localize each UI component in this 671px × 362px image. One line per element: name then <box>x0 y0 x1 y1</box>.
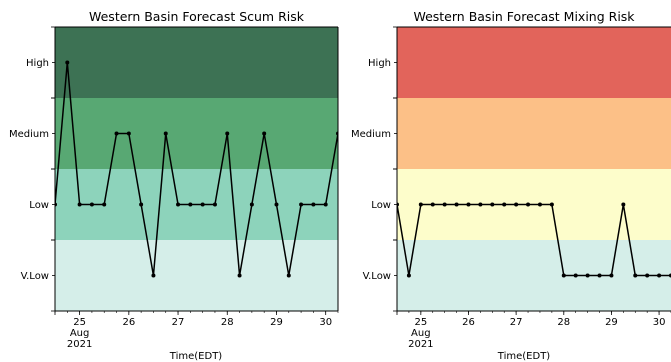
x-tick-label: 26 <box>122 317 135 328</box>
x-tick-label: Aug <box>70 328 90 339</box>
data-point <box>77 202 82 207</box>
x-tick-label: 30 <box>653 317 666 328</box>
data-point <box>537 202 542 207</box>
data-point <box>621 202 626 207</box>
data-point <box>633 273 638 278</box>
data-point <box>573 273 578 278</box>
data-point <box>502 202 507 207</box>
data-point <box>418 202 423 207</box>
x-axis-label: Time(EDT) <box>497 351 551 362</box>
plot-area <box>55 27 338 311</box>
y-tick-label: Medium <box>351 129 391 140</box>
data-point <box>151 273 156 278</box>
risk-band-0 <box>55 240 338 311</box>
x-tick-label: 25 <box>73 317 86 328</box>
data-point <box>200 202 205 207</box>
risk-band-2 <box>55 98 338 169</box>
x-tick-label: 2021 <box>408 339 433 350</box>
y-tick-label: V.Low <box>363 271 391 282</box>
data-point <box>163 131 168 136</box>
plot-area <box>397 27 671 311</box>
x-tick-label: 29 <box>270 317 283 328</box>
x-tick-label: 26 <box>462 317 475 328</box>
x-tick-label: 30 <box>319 317 332 328</box>
data-point <box>299 202 304 207</box>
x-tick-label: 2021 <box>67 339 92 350</box>
data-point <box>549 202 554 207</box>
x-tick-label: 28 <box>557 317 570 328</box>
data-point <box>609 273 614 278</box>
data-point <box>323 202 328 207</box>
data-point <box>126 131 131 136</box>
data-point <box>188 202 193 207</box>
x-tick-label: 29 <box>605 317 618 328</box>
data-point <box>657 273 662 278</box>
data-point <box>139 202 144 207</box>
data-point <box>212 202 217 207</box>
data-point <box>597 273 602 278</box>
x-tick-label: 25 <box>414 317 427 328</box>
data-point <box>561 273 566 278</box>
series-line <box>55 62 338 276</box>
chart-title: Western Basin Forecast Mixing Risk <box>413 9 635 24</box>
data-point <box>585 273 590 278</box>
data-point <box>514 202 519 207</box>
data-point <box>102 202 107 207</box>
data-point <box>262 131 267 136</box>
data-point <box>176 202 181 207</box>
x-tick-label: 27 <box>172 317 185 328</box>
data-point <box>237 273 242 278</box>
y-tick-label: Low <box>371 200 391 211</box>
x-tick-label: 28 <box>221 317 234 328</box>
data-point <box>406 273 411 278</box>
data-point <box>249 202 254 207</box>
data-point <box>225 131 230 136</box>
y-tick-label: High <box>368 58 391 69</box>
chart-title: Western Basin Forecast Scum Risk <box>89 9 305 24</box>
data-point <box>442 202 447 207</box>
data-point <box>65 60 70 65</box>
data-point <box>454 202 459 207</box>
data-point <box>274 202 279 207</box>
risk-band-3 <box>397 27 671 98</box>
risk-band-2 <box>397 98 671 169</box>
y-tick-label: Low <box>29 200 49 211</box>
data-point <box>286 273 291 278</box>
y-tick-label: Medium <box>9 129 49 140</box>
data-point <box>526 202 531 207</box>
data-point <box>89 202 94 207</box>
data-point <box>466 202 471 207</box>
x-tick-label: 27 <box>510 317 523 328</box>
risk-band-0 <box>397 240 671 311</box>
data-point <box>311 202 316 207</box>
x-axis-label: Time(EDT) <box>169 351 223 362</box>
data-point <box>645 273 650 278</box>
data-point <box>114 131 119 136</box>
y-tick-label: High <box>26 58 49 69</box>
data-point <box>478 202 483 207</box>
data-point <box>430 202 435 207</box>
x-tick-label: Aug <box>411 328 431 339</box>
risk-band-3 <box>55 27 338 98</box>
data-point <box>490 202 495 207</box>
y-tick-label: V.Low <box>21 271 49 282</box>
